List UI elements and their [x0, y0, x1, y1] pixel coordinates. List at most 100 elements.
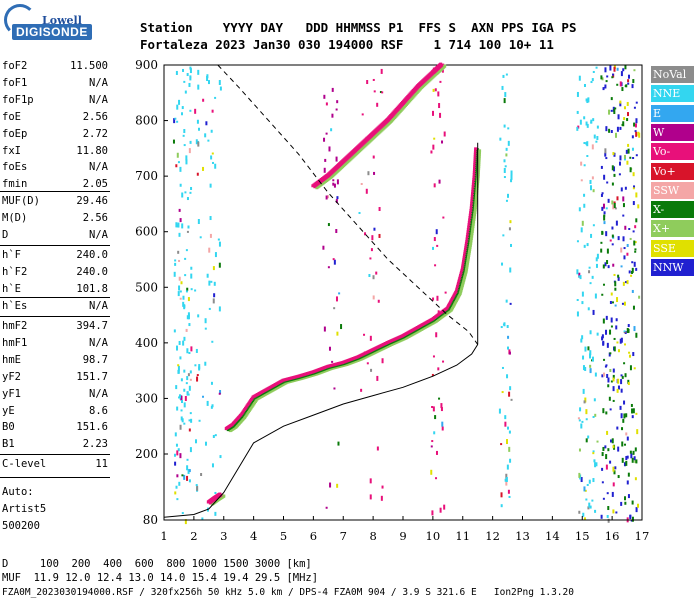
noise-speck [620, 71, 623, 77]
noise-speck [432, 110, 435, 116]
noise-speck [617, 114, 620, 120]
noise-speck [176, 104, 179, 110]
noise-speck [197, 141, 200, 147]
noise-speck [189, 378, 192, 381]
noise-speck [604, 365, 607, 368]
noise-speck [631, 408, 634, 414]
noise-speck [214, 511, 217, 516]
noise-speck [592, 309, 595, 315]
noise-speck [616, 297, 619, 303]
noise-speck [381, 485, 384, 489]
noise-speck [184, 396, 187, 402]
noise-speck [583, 83, 586, 87]
noise-speck [610, 380, 613, 383]
param-label: hmF2 [2, 320, 28, 332]
noise-speck [584, 489, 587, 492]
trace-point [472, 175, 476, 179]
noise-speck [209, 216, 212, 221]
noise-speck [586, 123, 589, 128]
noise-speck [589, 353, 592, 359]
noise-speck [609, 368, 612, 372]
noise-speck [211, 152, 214, 155]
noise-speck [508, 446, 511, 452]
trace-point [467, 236, 471, 240]
noise-speck [635, 192, 638, 198]
noise-speck [612, 73, 615, 76]
noise-speck [178, 481, 181, 486]
noise-speck [585, 98, 588, 102]
noise-speck [592, 450, 595, 453]
noise-speck [580, 423, 583, 429]
trace-point [476, 173, 480, 177]
noise-speck [202, 98, 205, 102]
panel-separator [0, 245, 110, 246]
noise-speck [508, 227, 511, 231]
noise-speck [612, 152, 615, 156]
noise-speck [505, 199, 508, 202]
noise-speck [179, 166, 182, 172]
noise-speck [507, 127, 510, 130]
noise-speck [637, 204, 640, 209]
noise-speck [627, 79, 630, 83]
noise-speck [611, 165, 614, 171]
noise-speck [613, 337, 616, 340]
param-row: hmF2 394.7 [2, 320, 108, 337]
noise-speck [576, 269, 579, 275]
noise-speck [507, 335, 510, 339]
noise-speck [622, 196, 625, 202]
noise-speck [510, 243, 513, 247]
noise-speck [620, 187, 623, 192]
noise-speck [209, 233, 212, 238]
trace-point [464, 245, 468, 249]
noise-speck [634, 250, 637, 253]
noise-speck [626, 436, 629, 441]
noise-speck [624, 373, 627, 378]
param-label: foF2 [2, 60, 28, 72]
noise-speck [632, 352, 635, 357]
noise-speck [613, 273, 616, 276]
noise-speck [635, 507, 638, 513]
trace-point [460, 283, 464, 287]
noise-speck [634, 130, 637, 133]
noise-speck [623, 330, 626, 333]
noise-speck [576, 240, 579, 243]
trace-point [456, 285, 460, 289]
noise-speck [365, 188, 368, 194]
noise-speck [204, 327, 207, 330]
trace-point [474, 172, 478, 176]
noise-speck [614, 107, 617, 110]
noise-speck [620, 413, 623, 419]
trace-point [472, 220, 476, 224]
x-tick-label: 8 [369, 529, 376, 543]
noise-speck [622, 418, 625, 423]
noise-speck [194, 108, 197, 114]
noise-speck [211, 109, 214, 113]
noise-speck [583, 203, 586, 208]
noise-speck [379, 91, 382, 94]
noise-speck [434, 88, 437, 92]
trace-point [466, 257, 470, 261]
trace-point [466, 242, 470, 246]
noise-speck [578, 510, 581, 514]
trace-point [469, 204, 473, 208]
noise-speck [369, 335, 372, 341]
trace-point [469, 208, 473, 212]
noise-speck [623, 117, 626, 121]
param-label: C-level [2, 458, 47, 470]
noise-speck [635, 332, 638, 338]
noise-speck [627, 472, 630, 477]
noise-speck [604, 445, 607, 449]
noise-speck [508, 495, 511, 498]
y-tick-label: 600 [135, 225, 158, 239]
noise-speck [183, 144, 186, 147]
noise-speck [180, 281, 183, 285]
trace-point [463, 275, 467, 279]
noise-speck [616, 426, 619, 430]
noise-speck [336, 179, 339, 185]
noise-speck [438, 179, 441, 184]
traces-layer [163, 62, 482, 518]
noise-speck [183, 80, 186, 83]
x-tick-label: 9 [399, 529, 406, 543]
noise-speck [331, 113, 334, 118]
noise-speck [172, 139, 175, 144]
